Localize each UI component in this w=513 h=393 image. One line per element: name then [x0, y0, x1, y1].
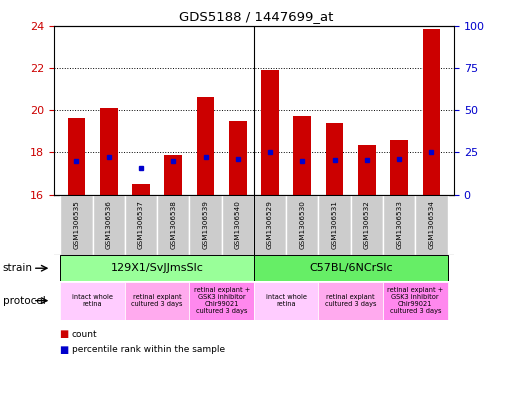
Text: retinal explant
cultured 3 days: retinal explant cultured 3 days: [325, 294, 377, 307]
Bar: [319, 195, 351, 255]
Text: GSM1306540: GSM1306540: [235, 200, 241, 250]
Bar: [254, 255, 447, 281]
Bar: [319, 282, 383, 320]
Bar: [164, 156, 182, 195]
Bar: [61, 255, 254, 281]
Bar: [416, 195, 447, 255]
Bar: [132, 184, 150, 195]
Bar: [229, 121, 247, 195]
Text: ■: ■: [59, 329, 68, 339]
Bar: [125, 282, 189, 320]
Bar: [125, 195, 157, 255]
Bar: [222, 195, 254, 255]
Bar: [189, 195, 222, 255]
Text: GSM1306534: GSM1306534: [428, 200, 435, 250]
Bar: [261, 70, 279, 195]
Text: GSM1306537: GSM1306537: [138, 200, 144, 250]
Text: 129X1/SvJJmsSlc: 129X1/SvJJmsSlc: [111, 263, 204, 273]
Bar: [390, 140, 408, 195]
Bar: [196, 97, 214, 195]
Text: C57BL/6NCrSlc: C57BL/6NCrSlc: [309, 263, 392, 273]
Text: GSM1306536: GSM1306536: [106, 200, 112, 250]
Bar: [286, 195, 319, 255]
Text: intact whole
retina: intact whole retina: [266, 294, 307, 307]
Bar: [61, 195, 92, 255]
Text: retinal explant +
GSK3 inhibitor
Chir99021
cultured 3 days: retinal explant + GSK3 inhibitor Chir990…: [387, 287, 443, 314]
Bar: [351, 195, 383, 255]
Text: GSM1306531: GSM1306531: [331, 200, 338, 250]
Bar: [293, 116, 311, 195]
Bar: [358, 145, 376, 195]
Bar: [157, 195, 189, 255]
Text: percentile rank within the sample: percentile rank within the sample: [72, 345, 225, 354]
Bar: [326, 123, 344, 195]
Text: GSM1306532: GSM1306532: [364, 200, 370, 250]
Text: GSM1306533: GSM1306533: [396, 200, 402, 250]
Text: retinal explant
cultured 3 days: retinal explant cultured 3 days: [131, 294, 183, 307]
Bar: [92, 195, 125, 255]
Text: GSM1306529: GSM1306529: [267, 200, 273, 250]
Text: intact whole
retina: intact whole retina: [72, 294, 113, 307]
Text: ■: ■: [59, 345, 68, 355]
Bar: [100, 108, 117, 195]
Bar: [254, 282, 319, 320]
Text: GSM1306539: GSM1306539: [203, 200, 208, 250]
Text: retinal explant +
GSK3 inhibitor
Chir99021
cultured 3 days: retinal explant + GSK3 inhibitor Chir990…: [193, 287, 250, 314]
Text: GSM1306530: GSM1306530: [300, 200, 305, 250]
Text: GSM1306538: GSM1306538: [170, 200, 176, 250]
Text: strain: strain: [3, 263, 32, 273]
Bar: [254, 195, 286, 255]
Bar: [423, 29, 440, 195]
Bar: [61, 282, 125, 320]
Bar: [68, 118, 85, 195]
Bar: [383, 282, 447, 320]
Text: GDS5188 / 1447699_at: GDS5188 / 1447699_at: [180, 10, 333, 23]
Text: protocol: protocol: [3, 296, 45, 306]
Text: GSM1306535: GSM1306535: [73, 200, 80, 250]
Bar: [189, 282, 254, 320]
Bar: [383, 195, 416, 255]
Text: count: count: [72, 330, 97, 338]
